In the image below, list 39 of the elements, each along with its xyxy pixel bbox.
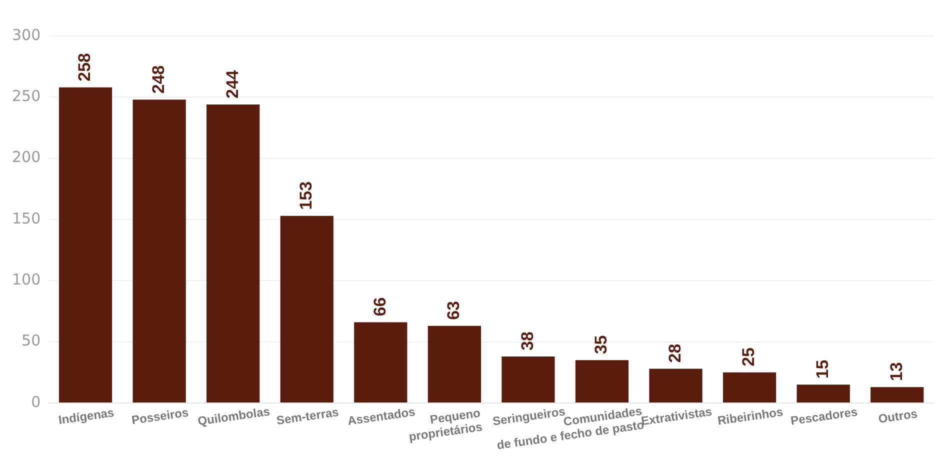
bar bbox=[502, 356, 555, 402]
data-label: 66 bbox=[370, 297, 390, 316]
y-tick-label: 0 bbox=[31, 392, 41, 411]
y-tick-label: 300 bbox=[12, 26, 41, 44]
data-label: 248 bbox=[148, 65, 168, 94]
x-tick-label: Indígenas bbox=[58, 405, 116, 428]
bar bbox=[649, 368, 702, 402]
data-label: 13 bbox=[886, 362, 906, 382]
bar bbox=[58, 87, 112, 402]
x-tick-label: Posseiros bbox=[130, 405, 190, 428]
data-label: 28 bbox=[665, 344, 684, 363]
bar bbox=[796, 384, 850, 402]
bar bbox=[354, 322, 408, 402]
bar bbox=[722, 372, 776, 402]
y-tick-label: 50 bbox=[22, 332, 41, 350]
data-label: 38 bbox=[518, 332, 537, 351]
bar bbox=[575, 360, 629, 402]
data-label: 25 bbox=[739, 347, 758, 366]
x-tick-label: Assentados bbox=[346, 404, 416, 428]
bar bbox=[428, 326, 481, 402]
x-tick-label: Ribeirinhos bbox=[716, 404, 784, 428]
bar bbox=[280, 216, 334, 402]
data-label: 35 bbox=[592, 335, 611, 354]
y-tick-label: 100 bbox=[12, 270, 41, 289]
y-tick-label: 200 bbox=[12, 148, 41, 166]
data-label: 63 bbox=[444, 301, 464, 320]
bar bbox=[206, 104, 260, 402]
x-tick-label: Sem-terras bbox=[276, 404, 340, 428]
bar bbox=[132, 100, 186, 402]
bar bbox=[870, 387, 924, 402]
y-tick-label: 150 bbox=[12, 209, 41, 228]
y-tick-label: 250 bbox=[12, 87, 41, 106]
x-tick-label: Outros bbox=[877, 406, 919, 426]
data-label: 258 bbox=[75, 53, 94, 82]
x-tick-label: Quilombolas bbox=[196, 404, 272, 428]
data-label: 244 bbox=[222, 70, 242, 99]
data-label: 153 bbox=[296, 181, 316, 210]
data-label: 15 bbox=[813, 360, 832, 379]
x-tick-label: Pescadores bbox=[790, 404, 859, 428]
